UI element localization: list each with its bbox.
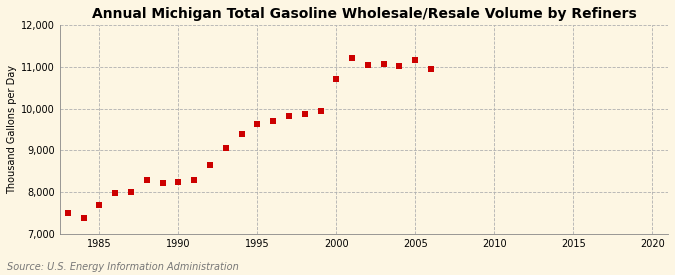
Text: Source: U.S. Energy Information Administration: Source: U.S. Energy Information Administ… [7,262,238,272]
Point [331,77,342,81]
Point [141,177,152,182]
Point [347,56,358,60]
Point [220,146,231,150]
Point [362,62,373,67]
Point [410,58,421,63]
Point [205,163,215,167]
Point [284,114,294,118]
Point [252,122,263,127]
Point [378,62,389,66]
Point [78,216,89,220]
Point [299,112,310,116]
Point [126,190,136,194]
Point [110,191,121,195]
Y-axis label: Thousand Gallons per Day: Thousand Gallons per Day [7,65,17,194]
Point [94,202,105,207]
Point [394,64,405,68]
Point [173,180,184,184]
Title: Annual Michigan Total Gasoline Wholesale/Resale Volume by Refiners: Annual Michigan Total Gasoline Wholesale… [92,7,637,21]
Point [62,211,73,215]
Point [236,131,247,136]
Point [268,119,279,123]
Point [315,109,326,113]
Point [189,178,200,182]
Point [426,67,437,71]
Point [157,181,168,185]
